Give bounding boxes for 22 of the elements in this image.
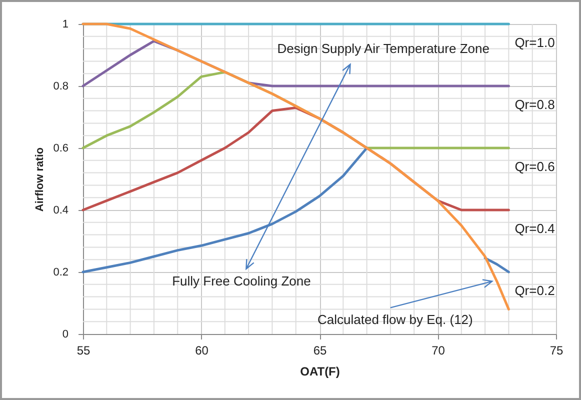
series-label: Qr=0.8 xyxy=(514,97,555,112)
series-label: Qr=0.6 xyxy=(514,159,555,174)
y-tick-label: 0.6 xyxy=(53,142,68,154)
x-tick-label: 65 xyxy=(313,344,327,358)
x-axis-title: OAT(F) xyxy=(300,364,340,378)
y-axis-title: Airflow ratio xyxy=(34,147,46,212)
x-tick-label: 75 xyxy=(550,344,564,358)
y-tick-label: 1 xyxy=(62,18,68,30)
series-label: Qr=1.0 xyxy=(514,35,555,50)
x-tick-label: 55 xyxy=(76,344,90,358)
annotation: Fully Free Cooling Zone xyxy=(172,273,311,288)
y-tick-label: 0.8 xyxy=(53,80,68,92)
x-tick-label: 70 xyxy=(432,344,446,358)
legend-label: Qr=0.2 xyxy=(514,283,555,298)
line-series xyxy=(82,22,510,310)
y-tick-label: 0 xyxy=(62,328,68,340)
series-label: Qr=0.4 xyxy=(514,221,555,236)
x-tick-label: 60 xyxy=(195,344,209,358)
annotation: Design Supply Air Temperature Zone xyxy=(277,40,490,56)
y-tick-label: 0.2 xyxy=(53,266,68,278)
y-tick-label: 0.4 xyxy=(53,204,68,216)
annotation: Calculated flow by Eq. (12) xyxy=(318,312,473,328)
